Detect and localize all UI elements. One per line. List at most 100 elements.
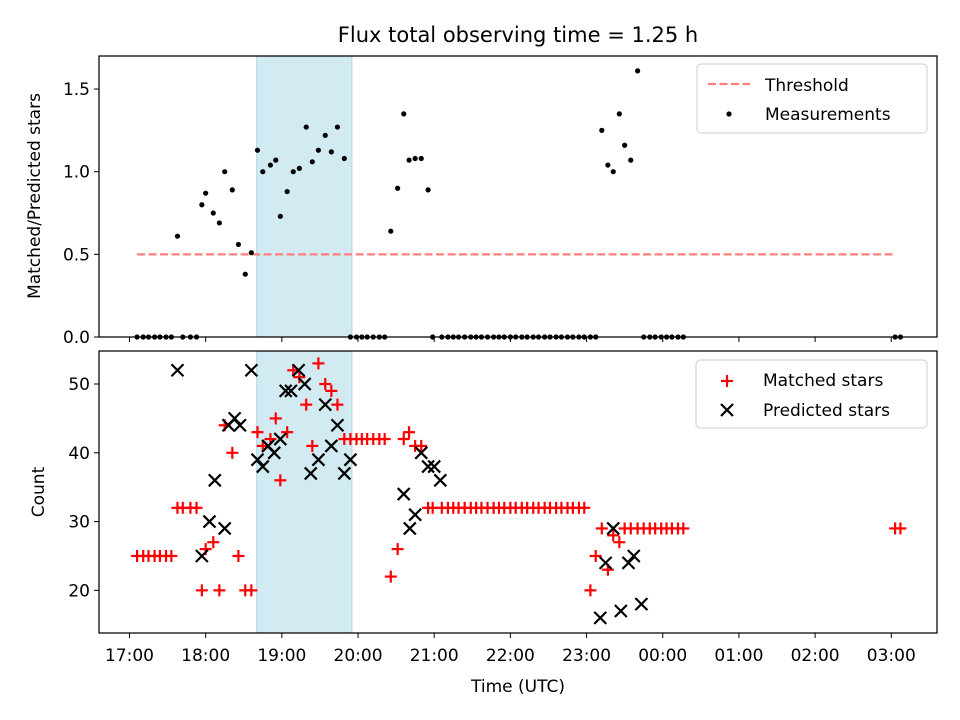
counts-plot-frame (98, 350, 938, 634)
flux-plot-frame (98, 55, 938, 338)
flux-legend: Threshold Measurements (696, 63, 928, 134)
predicted-stars-point (267, 446, 281, 460)
x-tick-label: 20:00 (334, 646, 383, 666)
measurement-point (229, 187, 235, 193)
matched-stars-point (245, 584, 258, 597)
measurement-point (203, 190, 209, 196)
matched-stars-point (232, 549, 245, 562)
predicted-stars-point (598, 556, 613, 570)
legend-measurements-label: Measurements (765, 105, 891, 125)
measurement-point (616, 111, 622, 117)
predicted-stars-point (291, 363, 306, 378)
flux-y-tick-label: 0.0 (63, 328, 90, 348)
legend-threshold-label: Threshold (764, 76, 849, 96)
measurement-point (341, 155, 347, 162)
measurement-point (267, 162, 274, 168)
predicted-stars-point (304, 466, 318, 481)
predicted-stars-point (202, 514, 217, 529)
matched-stars-point (300, 398, 313, 411)
counts-y-tick-label: 50 (68, 375, 90, 395)
predicted-stars-point (311, 452, 326, 467)
matched-stars-point (384, 570, 397, 583)
matched-stars-point (319, 378, 332, 391)
predicted-stars-point (208, 473, 222, 488)
matched-stars-point (378, 433, 391, 446)
matched-stars-point (190, 501, 203, 514)
measurement-point (425, 187, 431, 193)
counts-observing-window (256, 350, 353, 634)
legend-predicted-label: Predicted stars (763, 401, 890, 421)
predicted-stars-point (433, 473, 448, 488)
predicted-stars-point (593, 611, 608, 625)
counts-legend: Matched stars Predicted stars (695, 359, 928, 429)
measurement-point (174, 233, 181, 239)
measurement-point (418, 155, 424, 162)
measurement-point (284, 188, 290, 195)
measurement-point (315, 147, 322, 153)
x-tick-label: 23:00 (562, 646, 611, 666)
flux-panel: 0.0 0.5 1.0 1.5 Matched/Predicted stars Thr… (25, 55, 938, 348)
measurement-point (199, 202, 205, 208)
predicted-stars-point (256, 459, 270, 474)
counts-y-tick-label: 20 (68, 581, 90, 601)
matched-stars-point (595, 522, 608, 535)
predicted-stars-point (337, 466, 352, 481)
matched-stars-point (325, 384, 338, 397)
x-tick-label: 02:00 (791, 646, 840, 666)
measurement-point (254, 147, 261, 153)
x-tick-label: 22:00 (486, 646, 535, 666)
counts-panel: 17:00 18:00 19:00 20:00 21:00 22:00 23:00 00:00… (29, 350, 938, 697)
measurement-point (242, 271, 248, 277)
predicted-stars-point (195, 549, 209, 563)
predicted-stars-point (396, 487, 411, 501)
legend-matched-label: Matched stars (763, 371, 883, 391)
matched-stars-point (312, 357, 325, 370)
measurement-point (388, 228, 394, 234)
measurement-point (296, 165, 302, 171)
x-tick-label: 18:00 (181, 646, 230, 666)
x-tick-label: 17:00 (105, 646, 154, 666)
predicted-stars-point (403, 521, 417, 536)
measurement-point (622, 142, 628, 148)
predicted-stars-point (297, 377, 312, 391)
flux-observing-window (256, 55, 353, 338)
counts-y-tick-label: 40 (68, 444, 90, 464)
chart-title: Flux total observing time = 1.25 h (338, 23, 698, 47)
matched-stars-point (293, 371, 306, 384)
matched-stars-point (589, 549, 602, 562)
measurement-point (605, 162, 611, 168)
measurement-point (235, 241, 242, 248)
measurement-point (328, 149, 334, 155)
matched-stars-point (578, 501, 591, 514)
counts-legend-frame (695, 359, 928, 429)
predicted-stars-point (330, 418, 345, 433)
legend-predicted-swatch (720, 403, 734, 417)
measurement-point (210, 210, 216, 216)
predicted-stars-point (273, 432, 288, 446)
matched-stars-point (226, 446, 239, 459)
measurement-point (277, 213, 283, 219)
measurement-point (406, 157, 412, 163)
matched-stars-point (269, 412, 282, 425)
matched-stars-point (397, 433, 410, 446)
legend-measurements-swatch (726, 111, 732, 117)
matched-stars-point (207, 536, 220, 549)
predicted-stars-point (318, 397, 333, 412)
measurement-point (260, 169, 266, 175)
measurement-point (309, 159, 315, 165)
predicted-stars-point (324, 439, 339, 453)
x-tick-label: 00:00 (638, 646, 687, 666)
predicted-stars-point (627, 549, 641, 563)
matched-stars-point (331, 398, 344, 411)
matched-stars-point (274, 474, 287, 487)
flux-y-tick-label: 1.5 (63, 80, 90, 100)
x-tick-label: 01:00 (714, 646, 763, 666)
measurement-point (290, 169, 296, 175)
matched-stars-point (677, 522, 690, 535)
measurement-point (303, 124, 309, 130)
matched-stars-point (281, 426, 294, 439)
measurement-point (412, 155, 418, 162)
matched-stars-point (165, 549, 178, 562)
measurement-point (401, 111, 407, 117)
x-tick-label: 03:00 (867, 646, 916, 666)
